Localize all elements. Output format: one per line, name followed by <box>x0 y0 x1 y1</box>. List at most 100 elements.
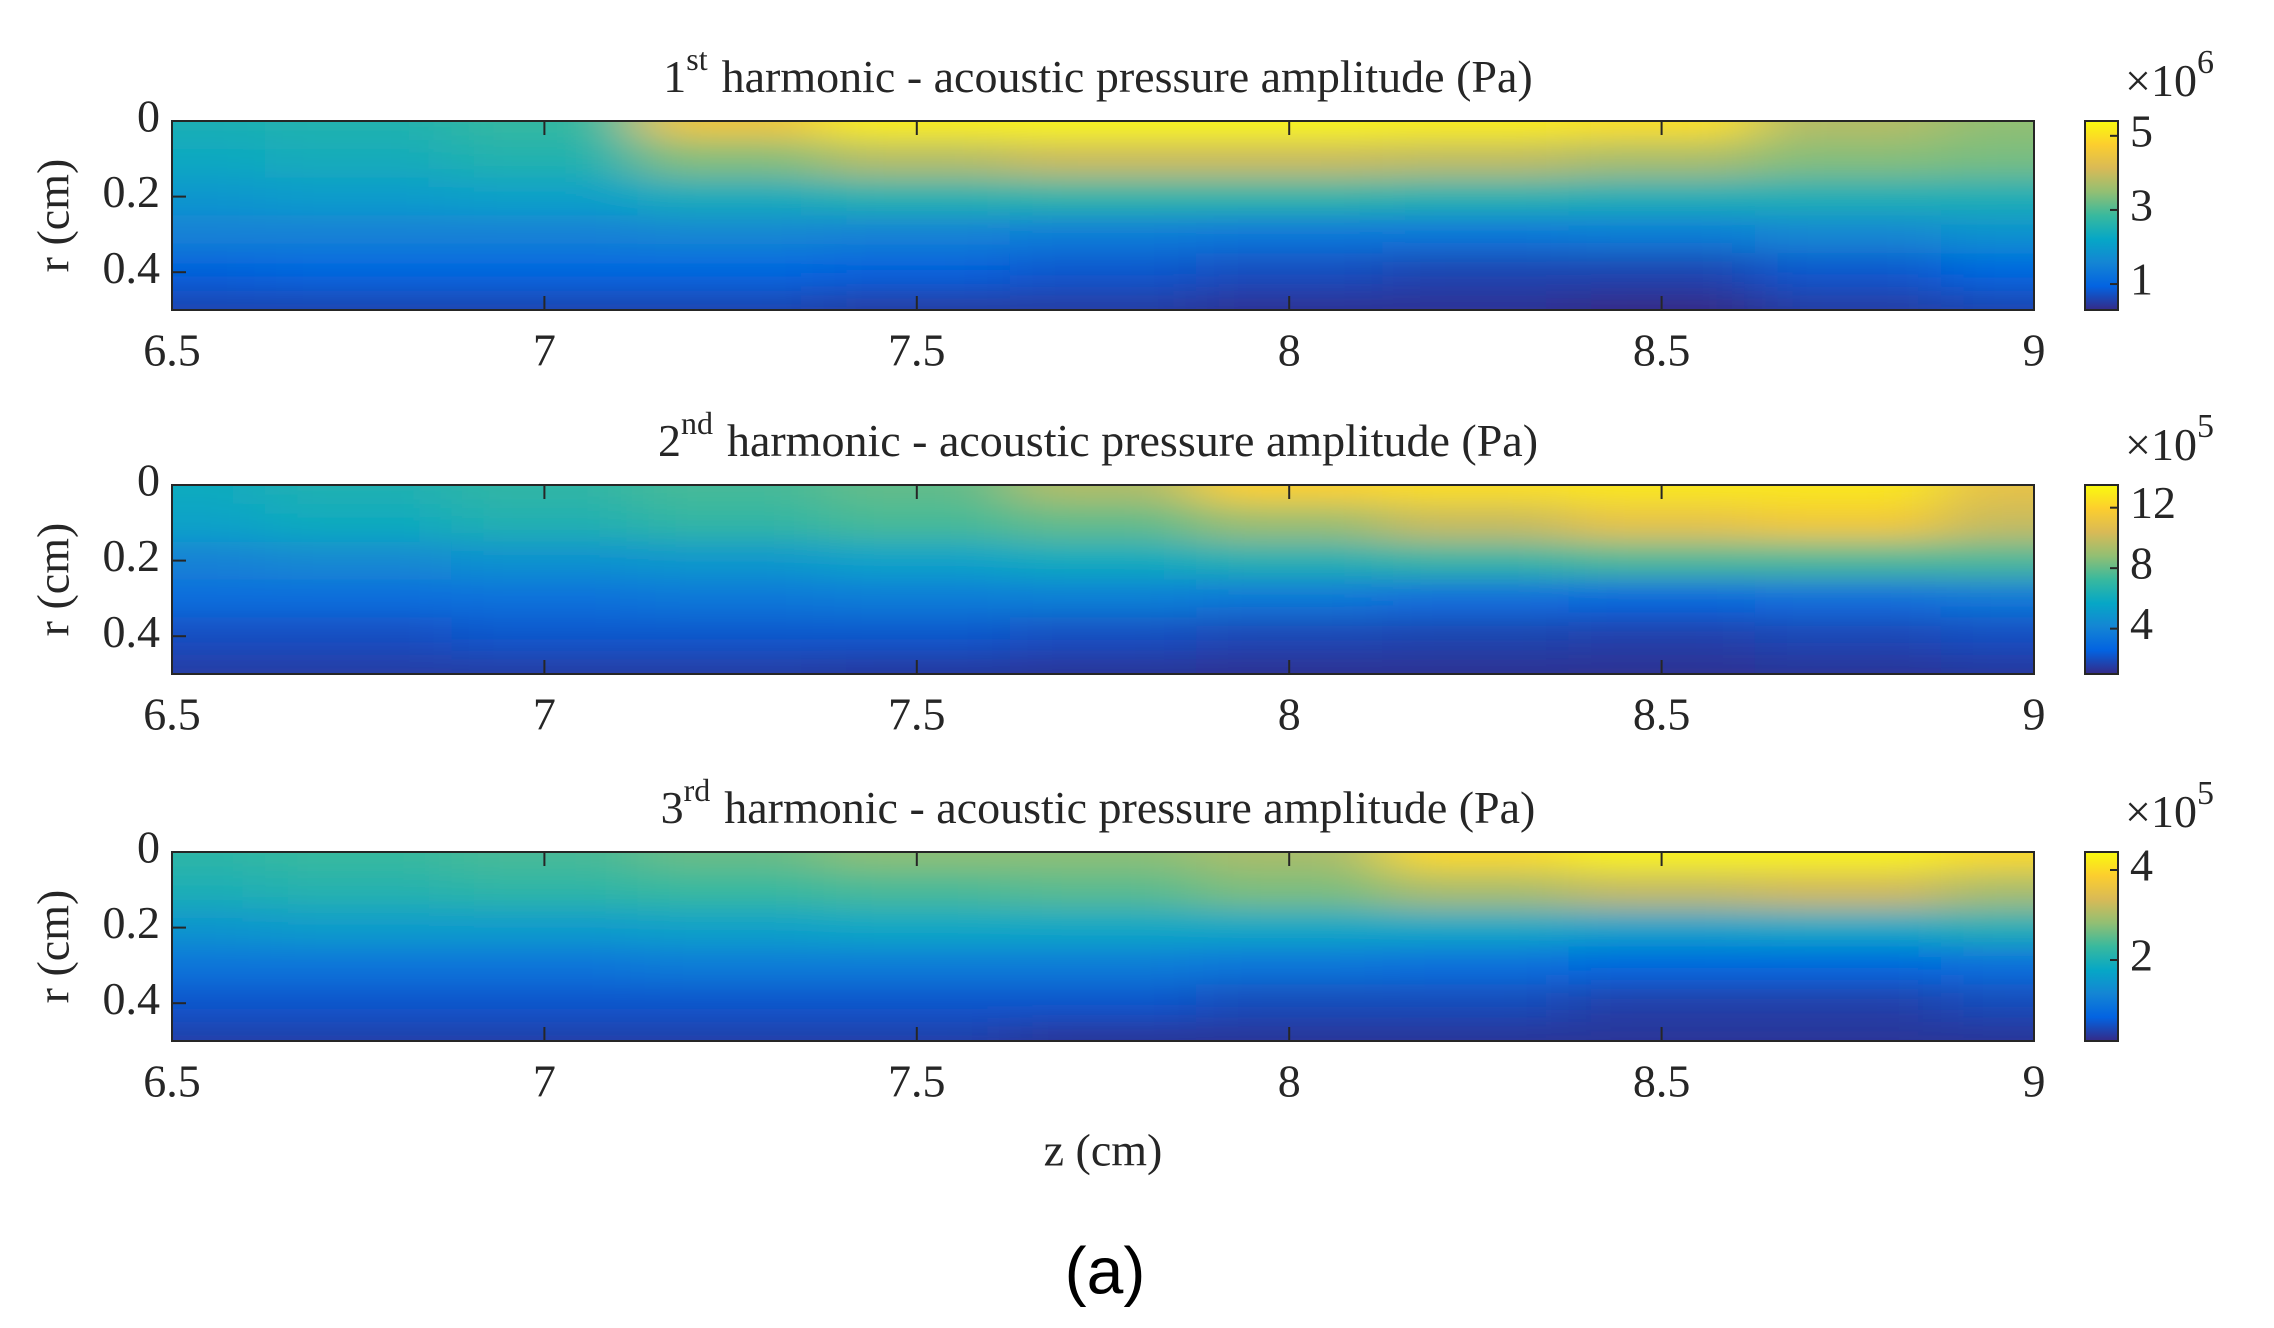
heatmap-cell <box>1382 984 1570 1024</box>
heatmap-cell <box>1940 852 2034 872</box>
heatmap-cell <box>265 908 453 948</box>
heatmap-cell <box>1568 139 1756 179</box>
heatmap-cell <box>1009 984 1198 1024</box>
heatmap-cell <box>637 946 825 986</box>
heatmap-cell <box>637 291 825 310</box>
x-tick-label: 8 <box>1278 689 1301 740</box>
heatmap-cell <box>265 139 453 179</box>
heatmap-cell <box>1382 579 1570 619</box>
title-text: harmonic - acoustic pressure amplitude (… <box>724 782 1535 833</box>
heatmap-cell <box>1568 503 1756 543</box>
heatmap-cell <box>637 870 825 910</box>
heatmap-cell <box>265 253 453 293</box>
heatmap-cell <box>451 870 639 910</box>
colorbar-tick-label: 5 <box>2130 105 2153 156</box>
heatmap-cell <box>172 1022 267 1041</box>
heatmap-cell <box>637 177 825 217</box>
multiplier-exponent: 5 <box>2197 408 2214 445</box>
heatmap-cell <box>1754 253 1942 293</box>
heatmap-cell <box>1382 291 1570 310</box>
heatmap-cell <box>1196 946 1384 986</box>
multiplier-exponent: 5 <box>2197 775 2214 812</box>
heatmap-cell <box>1382 139 1570 179</box>
heatmap-cell <box>1009 870 1198 910</box>
heatmap-cell <box>1568 177 1756 217</box>
colorbar <box>2084 851 2119 1042</box>
heatmap-cell <box>1940 291 2034 310</box>
heatmap-cell <box>265 485 453 505</box>
heatmap-cell <box>265 291 453 310</box>
heatmap-cell <box>823 617 1011 657</box>
heatmap-cell <box>637 984 825 1024</box>
heatmap-cell <box>1382 541 1570 581</box>
heatmap-cell <box>637 617 825 657</box>
x-tick-label: 7 <box>533 1056 556 1107</box>
heatmap-cell <box>1754 139 1942 179</box>
heatmap-cell <box>1382 121 1570 141</box>
heatmap-cell <box>172 852 267 872</box>
plot-area <box>172 485 2034 674</box>
heatmap-cell <box>451 503 639 543</box>
x-tick-label: 6.5 <box>143 1056 201 1107</box>
heatmap-cell <box>637 541 825 581</box>
heatmap-cell <box>1382 177 1570 217</box>
heatmap-cell <box>637 1022 825 1041</box>
heatmap-cell <box>823 177 1011 217</box>
heatmap-cell <box>1568 984 1756 1024</box>
axes-box <box>171 120 2035 311</box>
x-tick-label: 7.5 <box>888 325 946 376</box>
heatmap-cell <box>1568 617 1756 657</box>
title-number: 2 <box>658 415 681 466</box>
y-axis-label: r (cm) <box>28 523 79 637</box>
panel-title: 3rd harmonic - acoustic pressure amplitud… <box>661 772 1536 832</box>
heatmap-cell <box>172 139 267 179</box>
heatmap-cell <box>1568 253 1756 293</box>
heatmap-cell <box>1009 253 1198 293</box>
heatmap-cell <box>1382 503 1570 543</box>
heatmap-cell <box>1754 579 1942 619</box>
y-tick-label: 0.4 <box>103 242 161 293</box>
title-text: harmonic - acoustic pressure amplitude (… <box>727 415 1538 466</box>
heatmap-cell <box>637 655 825 674</box>
heatmap-cell <box>172 215 267 255</box>
multiplier-base: ×10 <box>2125 55 2197 106</box>
colorbar-tick-label: 4 <box>2130 598 2153 649</box>
colorbar-tick-label: 2 <box>2130 930 2153 981</box>
y-tick-label: 0 <box>137 91 160 142</box>
heatmap-cell <box>265 655 453 674</box>
heatmap-cell <box>172 503 267 543</box>
heatmap-cell <box>1754 1022 1942 1041</box>
x-tick-label: 7.5 <box>888 1056 946 1107</box>
heatmap-cell <box>637 503 825 543</box>
heatmap-cell <box>1754 291 1942 310</box>
heatmap-cell <box>265 1022 453 1041</box>
heatmap-cell <box>823 908 1011 948</box>
heatmap-cell <box>823 984 1011 1024</box>
x-tick-label: 8 <box>1278 1056 1301 1107</box>
heatmap-cell <box>1754 215 1942 255</box>
heatmap-cell <box>1382 253 1570 293</box>
y-tick-label: 0.2 <box>103 166 161 217</box>
heatmap-cell <box>1754 121 1942 141</box>
heatmap-cell <box>1940 139 2034 179</box>
heatmap-cell <box>172 177 267 217</box>
heatmap-cell <box>1940 870 2034 910</box>
multiplier-base: ×10 <box>2125 786 2197 837</box>
x-tick-label: 9 <box>2023 1056 2046 1107</box>
heatmap-cell <box>265 617 453 657</box>
heatmap-cell <box>1196 253 1384 293</box>
heatmap-cell <box>1754 908 1942 948</box>
heatmap-cell <box>1568 579 1756 619</box>
multiplier-base: ×10 <box>2125 419 2197 470</box>
heatmap-cell <box>1568 870 1756 910</box>
x-axis-label: z (cm) <box>1044 1125 1163 1176</box>
heatmap-cell <box>451 617 639 657</box>
axes-box <box>171 484 2035 675</box>
y-tick-label: 0.2 <box>103 530 161 581</box>
heatmap-cell <box>265 946 453 986</box>
title-number: 3 <box>661 782 684 833</box>
heatmap-cell <box>1568 908 1756 948</box>
heatmap-cells <box>172 852 2034 1041</box>
colorbar-tick-label: 12 <box>2130 477 2176 528</box>
